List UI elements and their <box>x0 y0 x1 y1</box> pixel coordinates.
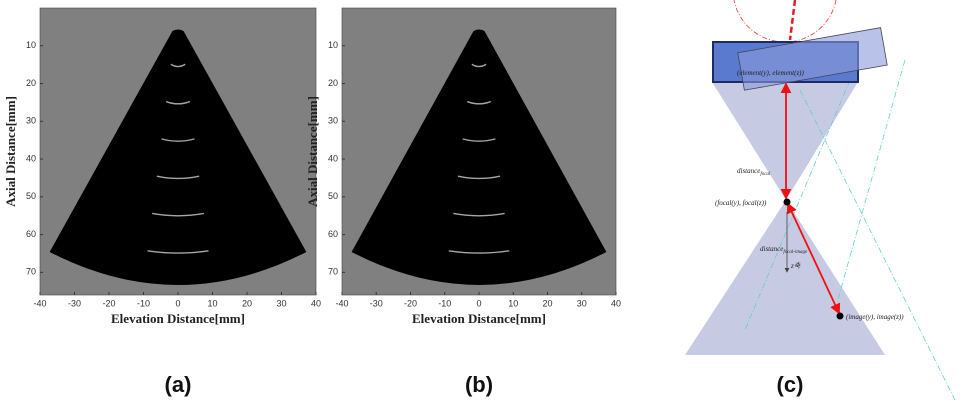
y-tick-label: 30 <box>26 116 36 126</box>
panel-label: (c) <box>777 372 804 397</box>
x-tick-label: -20 <box>102 298 115 308</box>
x-axis-label: Elevation Distance[mm] <box>111 311 245 326</box>
y-axis-label: Axial Distance[mm] <box>305 96 320 207</box>
fan <box>49 29 307 285</box>
label-sub: focal <box>760 172 771 177</box>
guide-line <box>799 89 956 401</box>
x-tick-label: 10 <box>207 298 217 308</box>
guide-line <box>834 59 906 311</box>
echo-arc <box>156 175 200 180</box>
distance-focal-image-label: distancefocal-image <box>760 245 808 255</box>
x-tick-label: -40 <box>335 298 348 308</box>
y-tick-label: 10 <box>328 40 338 50</box>
x-tick-label: 40 <box>611 298 621 308</box>
image-arrow <box>786 202 841 315</box>
echo-arc <box>147 250 209 254</box>
label-base: distance <box>737 167 760 175</box>
distance-focal-label: distancefocal <box>737 167 771 177</box>
element-label: (element(y), element(z)) <box>737 69 805 77</box>
element-block-rotated <box>737 27 888 91</box>
x-tick-label: -30 <box>68 298 81 308</box>
beam-line <box>788 0 797 41</box>
label-base: distance <box>760 245 783 253</box>
focal-label: (focal(y), focal(z)) <box>715 199 767 207</box>
echo-arc <box>161 138 195 142</box>
echo-arc <box>462 138 496 142</box>
x-tick-label: 20 <box>542 298 552 308</box>
upper-cone <box>712 82 858 200</box>
echo-arc <box>453 212 505 217</box>
fan <box>351 29 607 285</box>
x-tick-label: 0 <box>175 298 180 308</box>
x-tick-label: -30 <box>370 298 383 308</box>
x-tick-label: -20 <box>404 298 417 308</box>
x-tick-label: 30 <box>276 298 286 308</box>
x-axis-label: Elevation Distance[mm] <box>412 311 546 326</box>
y-tick-label: 50 <box>26 191 36 201</box>
x-tick-label: 10 <box>508 298 518 308</box>
plot-frame <box>341 7 617 296</box>
y-axis-label: Axial Distance[mm] <box>3 96 18 207</box>
y-tick-label: 70 <box>26 267 36 277</box>
y-tick-label: 60 <box>328 229 338 239</box>
x-tick-label: 0 <box>476 298 481 308</box>
x-tick-label: -10 <box>438 298 451 308</box>
plot-frame <box>39 7 317 296</box>
y-tick-label: 20 <box>328 78 338 88</box>
panel: -40 -30 -20 -10 0 10 20 30 40 10 20 30 40 50 60 70 Eleva… <box>3 7 321 397</box>
panel-label: (a) <box>165 372 192 397</box>
y-tick-label: 10 <box>26 40 36 50</box>
echo-arc <box>165 100 191 105</box>
focal-point <box>783 198 791 206</box>
echo-arc <box>170 63 186 68</box>
lower-cone <box>685 200 885 355</box>
z-axis-label: z축 <box>790 262 801 270</box>
echo-arc <box>457 175 501 180</box>
y-tick-label: 70 <box>328 267 338 277</box>
image-point <box>836 312 844 320</box>
x-tick-label: -10 <box>137 298 150 308</box>
x-tick-label: 30 <box>577 298 587 308</box>
x-tick-label: 40 <box>311 298 321 308</box>
echo-arc <box>152 212 204 217</box>
y-tick-label: 40 <box>26 153 36 163</box>
image-label: (image(y), image(z)) <box>846 313 904 321</box>
y-tick-label: 50 <box>328 191 338 201</box>
focus-circle <box>733 0 837 43</box>
panel-label: (b) <box>465 372 493 397</box>
echo-arc <box>466 100 492 105</box>
y-tick-label: 60 <box>26 229 36 239</box>
y-tick-label: 40 <box>328 153 338 163</box>
x-tick-label: -40 <box>33 298 46 308</box>
y-tick-label: 20 <box>26 78 36 88</box>
y-tick-label: 30 <box>328 116 338 126</box>
echo-arc <box>471 63 487 68</box>
diagram: (element(y), element(z)) distancefocal (… <box>685 0 956 401</box>
echo-arc <box>448 250 510 254</box>
x-tick-label: 20 <box>242 298 252 308</box>
panel: -40 -30 -20 -10 0 10 20 30 40 10 20 30 40 50 60 70 Eleva… <box>305 7 621 397</box>
label-sub: focal-image <box>783 250 808 255</box>
